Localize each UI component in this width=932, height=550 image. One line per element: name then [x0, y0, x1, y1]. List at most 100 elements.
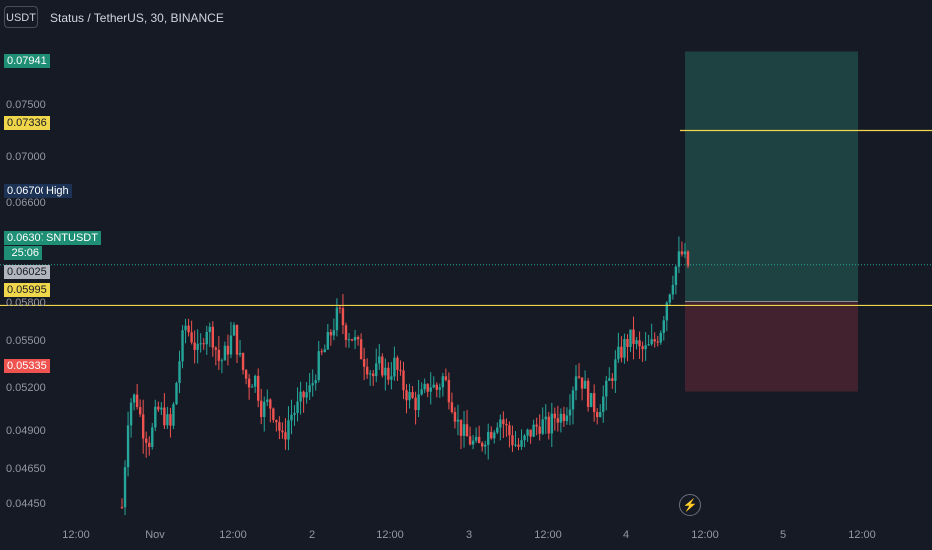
candle-body [608, 378, 611, 381]
x-tick-1: 12:00 [62, 529, 90, 541]
candle-body [172, 404, 175, 426]
candle-body [547, 416, 550, 434]
candle-body [132, 394, 136, 403]
candle-body [317, 351, 320, 381]
candle-body [335, 307, 339, 331]
candle-body [490, 431, 493, 439]
candle-body [677, 251, 681, 267]
candle-body [629, 329, 632, 347]
candle-body [387, 367, 390, 380]
candle-body [329, 331, 333, 336]
candle-body [338, 307, 342, 309]
candle-body [686, 251, 690, 267]
last-price-label: 0.06307 [4, 231, 50, 245]
candle-body [175, 382, 178, 405]
x-tick-9: 12:00 [691, 529, 719, 541]
candle-body [378, 356, 381, 364]
candle-body [668, 294, 672, 303]
candle-body [602, 396, 605, 412]
candle-body [447, 379, 451, 403]
candle-body [199, 343, 202, 345]
candle-body [511, 435, 514, 446]
candle-body [471, 440, 475, 445]
candle-body [568, 409, 572, 416]
stop-price-label: 0.05335 [4, 359, 50, 373]
candle-body [163, 407, 166, 426]
candle-body [614, 359, 617, 381]
candle-body [305, 392, 308, 398]
candle-body [141, 414, 145, 439]
candle-body [617, 346, 620, 360]
candle-body [202, 343, 205, 345]
lightning-icon[interactable]: ⚡ [679, 494, 701, 516]
candle-body [589, 393, 593, 407]
candle-body [444, 376, 448, 380]
candle-body [308, 385, 311, 393]
candle-body [508, 425, 511, 436]
x-tick-11: 12:00 [848, 529, 876, 541]
candle-body [211, 326, 215, 348]
candles [120, 236, 690, 516]
candle-body [665, 302, 669, 321]
candle-body [154, 406, 157, 428]
candle-body [474, 436, 478, 441]
candle-body [247, 378, 251, 388]
candle-body [232, 324, 236, 336]
loss-zone [685, 301, 858, 392]
candle-body [632, 329, 635, 344]
candle-body [450, 402, 454, 413]
candle-body [402, 370, 405, 391]
candle-body [278, 422, 281, 431]
yellow-upper-price-label: 0.07336 [4, 116, 50, 130]
y-tick-1: 0.07500 [6, 99, 46, 111]
x-tick-8: 4 [622, 529, 630, 541]
candle-body [526, 429, 529, 436]
candle-body [359, 339, 363, 360]
candle-body [375, 363, 378, 377]
candle-body [263, 401, 266, 417]
candle-body [671, 284, 675, 295]
candle-body [296, 401, 299, 413]
candle-body [565, 415, 569, 422]
y-tick-2: 0.07000 [6, 151, 46, 163]
candle-body [599, 411, 602, 418]
candle-body [529, 429, 532, 437]
candle-body [193, 342, 196, 350]
x-tick-2: Nov [145, 529, 165, 541]
candle-body [293, 412, 296, 415]
target-price-label: 0.07941 [4, 54, 50, 68]
top-bar: USDT Status / TetherUS, 30, BINANCE [0, 0, 932, 36]
x-tick-3: 12:00 [219, 529, 247, 541]
candle-body [384, 367, 387, 376]
candle-body [595, 412, 599, 418]
candle-body [586, 380, 590, 407]
candle-body [157, 406, 160, 410]
candle-body [281, 430, 284, 433]
candle-body [208, 326, 211, 332]
candle-body [647, 344, 650, 346]
candle-body [426, 383, 429, 392]
candle-body [272, 408, 275, 420]
candle-body [553, 413, 557, 419]
currency-button[interactable]: USDT [4, 6, 38, 28]
candle-body [145, 438, 148, 443]
chart-title: Status / TetherUS, 30, BINANCE [50, 11, 224, 25]
candle-body [674, 266, 678, 285]
entry-price-label: 0.06025 [4, 265, 50, 279]
candle-body [459, 419, 463, 436]
x-tick-7: 12:00 [534, 529, 562, 541]
candle-body [350, 339, 354, 341]
candle-body [493, 432, 496, 439]
candle-body [393, 357, 396, 377]
x-tick-4: 2 [308, 529, 316, 541]
candle-body [605, 380, 608, 397]
candle-body [592, 393, 596, 413]
candle-body [323, 349, 326, 353]
candle-body [368, 373, 372, 375]
candle-body [499, 419, 502, 428]
candle-body [372, 373, 375, 377]
candle-body [635, 340, 638, 344]
candle-body [181, 330, 184, 362]
candle-body [299, 391, 302, 402]
